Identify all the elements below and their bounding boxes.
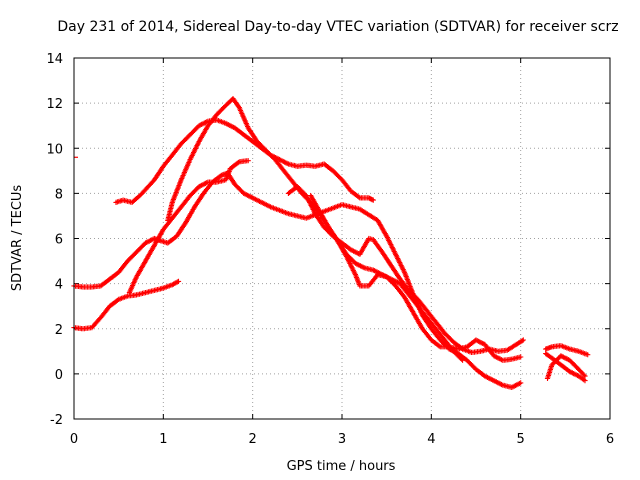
- x-axis-label: GPS time / hours: [287, 459, 396, 474]
- x-tick-label: 1: [159, 432, 167, 447]
- series-markers: [126, 158, 251, 296]
- series-track-h: [543, 343, 591, 358]
- x-tick-label: 5: [517, 432, 525, 447]
- y-tick-label: 8: [55, 187, 63, 202]
- series-markers: [308, 193, 466, 363]
- chart-title: Day 231 of 2014, Sidereal Day-to-day VTE…: [57, 19, 618, 35]
- y-tick-label: 10: [46, 142, 63, 157]
- series-markers: [165, 96, 524, 363]
- plot-frame: [73, 57, 611, 420]
- data-series: [71, 96, 591, 390]
- series-markers: [71, 170, 524, 390]
- y-tick-label: 4: [55, 278, 63, 293]
- y-tick-label: 2: [55, 323, 63, 338]
- y-axis-label: SDTVAR / TECUs: [10, 185, 25, 292]
- y-tick-label: 6: [55, 233, 63, 248]
- x-tick-label: 4: [427, 432, 435, 447]
- x-tick-label: 3: [338, 432, 346, 447]
- series-track-e: [165, 96, 524, 363]
- series-markers: [543, 343, 591, 358]
- series-markers: [113, 117, 376, 205]
- grid-lines: [74, 58, 610, 419]
- series-track-a: [71, 170, 524, 390]
- series-track-d: [113, 117, 376, 205]
- series-markers: [285, 184, 526, 355]
- x-tick-label: 2: [249, 432, 257, 447]
- series-track-c: [126, 158, 251, 296]
- series-markers: [544, 353, 588, 381]
- series-track-f: [285, 184, 526, 355]
- y-tick-label: 0: [55, 368, 63, 383]
- x-tick-label: 6: [606, 432, 614, 447]
- series-track-j: [544, 353, 588, 381]
- x-tick-label: 0: [70, 432, 78, 447]
- series-track-g: [308, 193, 466, 363]
- y-tick-label: -2: [50, 413, 63, 428]
- y-tick-label: 14: [46, 52, 63, 67]
- y-tick-label: 12: [46, 97, 63, 112]
